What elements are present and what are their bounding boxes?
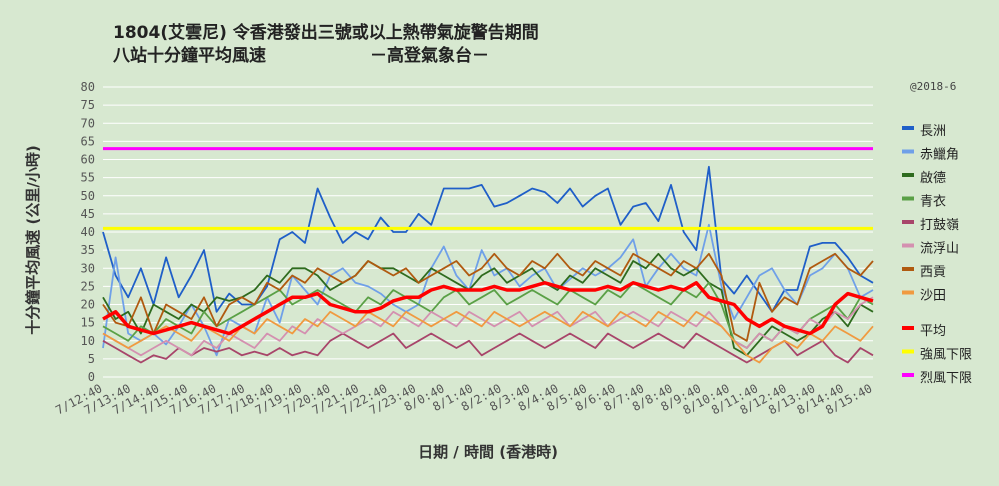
y-tick-label: 50	[81, 189, 95, 203]
legend-label: 青衣	[920, 194, 946, 210]
legend-label: 烈風下限	[920, 371, 972, 386]
legend-label: 赤鱲角	[920, 148, 959, 163]
series-line-4	[102, 332, 874, 364]
threshold-lines	[103, 147, 873, 230]
y-tick-label: 25	[81, 279, 95, 293]
legend-swatch	[902, 349, 914, 354]
x-axis-label: 日期 / 時間 (香港時)	[418, 443, 558, 461]
y-tick-label: 30	[81, 261, 95, 275]
legend-label: 流浮山	[920, 242, 959, 257]
y-tick-label: 5	[88, 352, 95, 366]
series-line-1	[102, 223, 874, 357]
y-axis-label: 十分鐘平均風速 (公里/小時)	[24, 145, 42, 334]
y-tick-label: 45	[81, 207, 95, 221]
legend-swatch	[902, 373, 914, 377]
series-lines	[102, 165, 874, 364]
y-tick-label: 10	[81, 334, 95, 348]
legend-swatch	[902, 290, 914, 295]
legend-swatch	[902, 267, 914, 271]
legend-label: 強風下限	[920, 348, 972, 363]
y-tick-labels: 0 5 10 15 20 25 30 35 40 45 50 55 60 65 70 75 80	[81, 80, 95, 384]
y-tick-label: 65	[81, 134, 95, 148]
series-line-7	[102, 310, 874, 364]
legend-swatch	[902, 196, 914, 201]
legend-label: 長洲	[920, 124, 946, 139]
legend-swatch	[902, 243, 914, 248]
y-tick-label: 15	[81, 316, 95, 330]
series-line-0	[102, 165, 874, 313]
legend-swatch	[902, 326, 914, 330]
legend-label: 沙田	[920, 289, 946, 304]
y-tick-label: 0	[88, 370, 95, 384]
legend-label: 打鼓嶺	[920, 218, 959, 233]
y-tick-label: 80	[81, 80, 95, 94]
legend-label: 啟德	[920, 171, 946, 186]
y-tick-label: 60	[81, 153, 95, 167]
series-line-8	[102, 281, 874, 336]
y-tick-label: 75	[81, 98, 95, 112]
y-tick-label: 35	[81, 243, 95, 257]
legend-label: 平均	[920, 324, 946, 339]
chart-note: @2018-6	[910, 80, 956, 93]
chart-title-source: －高登氣象台－	[370, 45, 489, 66]
series-line-5	[102, 296, 874, 357]
chart-title-line2: 八站十分鐘平均風速	[113, 45, 266, 66]
legend-swatch	[902, 220, 914, 224]
legend-label: 西貢	[920, 265, 946, 280]
y-tick-label: 70	[81, 116, 95, 130]
y-tick-label: 20	[81, 298, 95, 312]
legend-swatch	[902, 173, 914, 177]
x-tick-labels: 7/12:407/13:407/14:407/15:407/16:407/17:…	[53, 381, 874, 417]
series-line-6	[102, 252, 874, 342]
legend-swatch	[902, 126, 914, 130]
y-tick-label: 55	[81, 171, 95, 185]
legend-swatch	[902, 149, 914, 154]
chart-title-line1: 1804(艾雲尼) 令香港發出三號或以上熱帶氣旋警告期間	[113, 22, 539, 43]
y-tick-label: 40	[81, 225, 95, 239]
